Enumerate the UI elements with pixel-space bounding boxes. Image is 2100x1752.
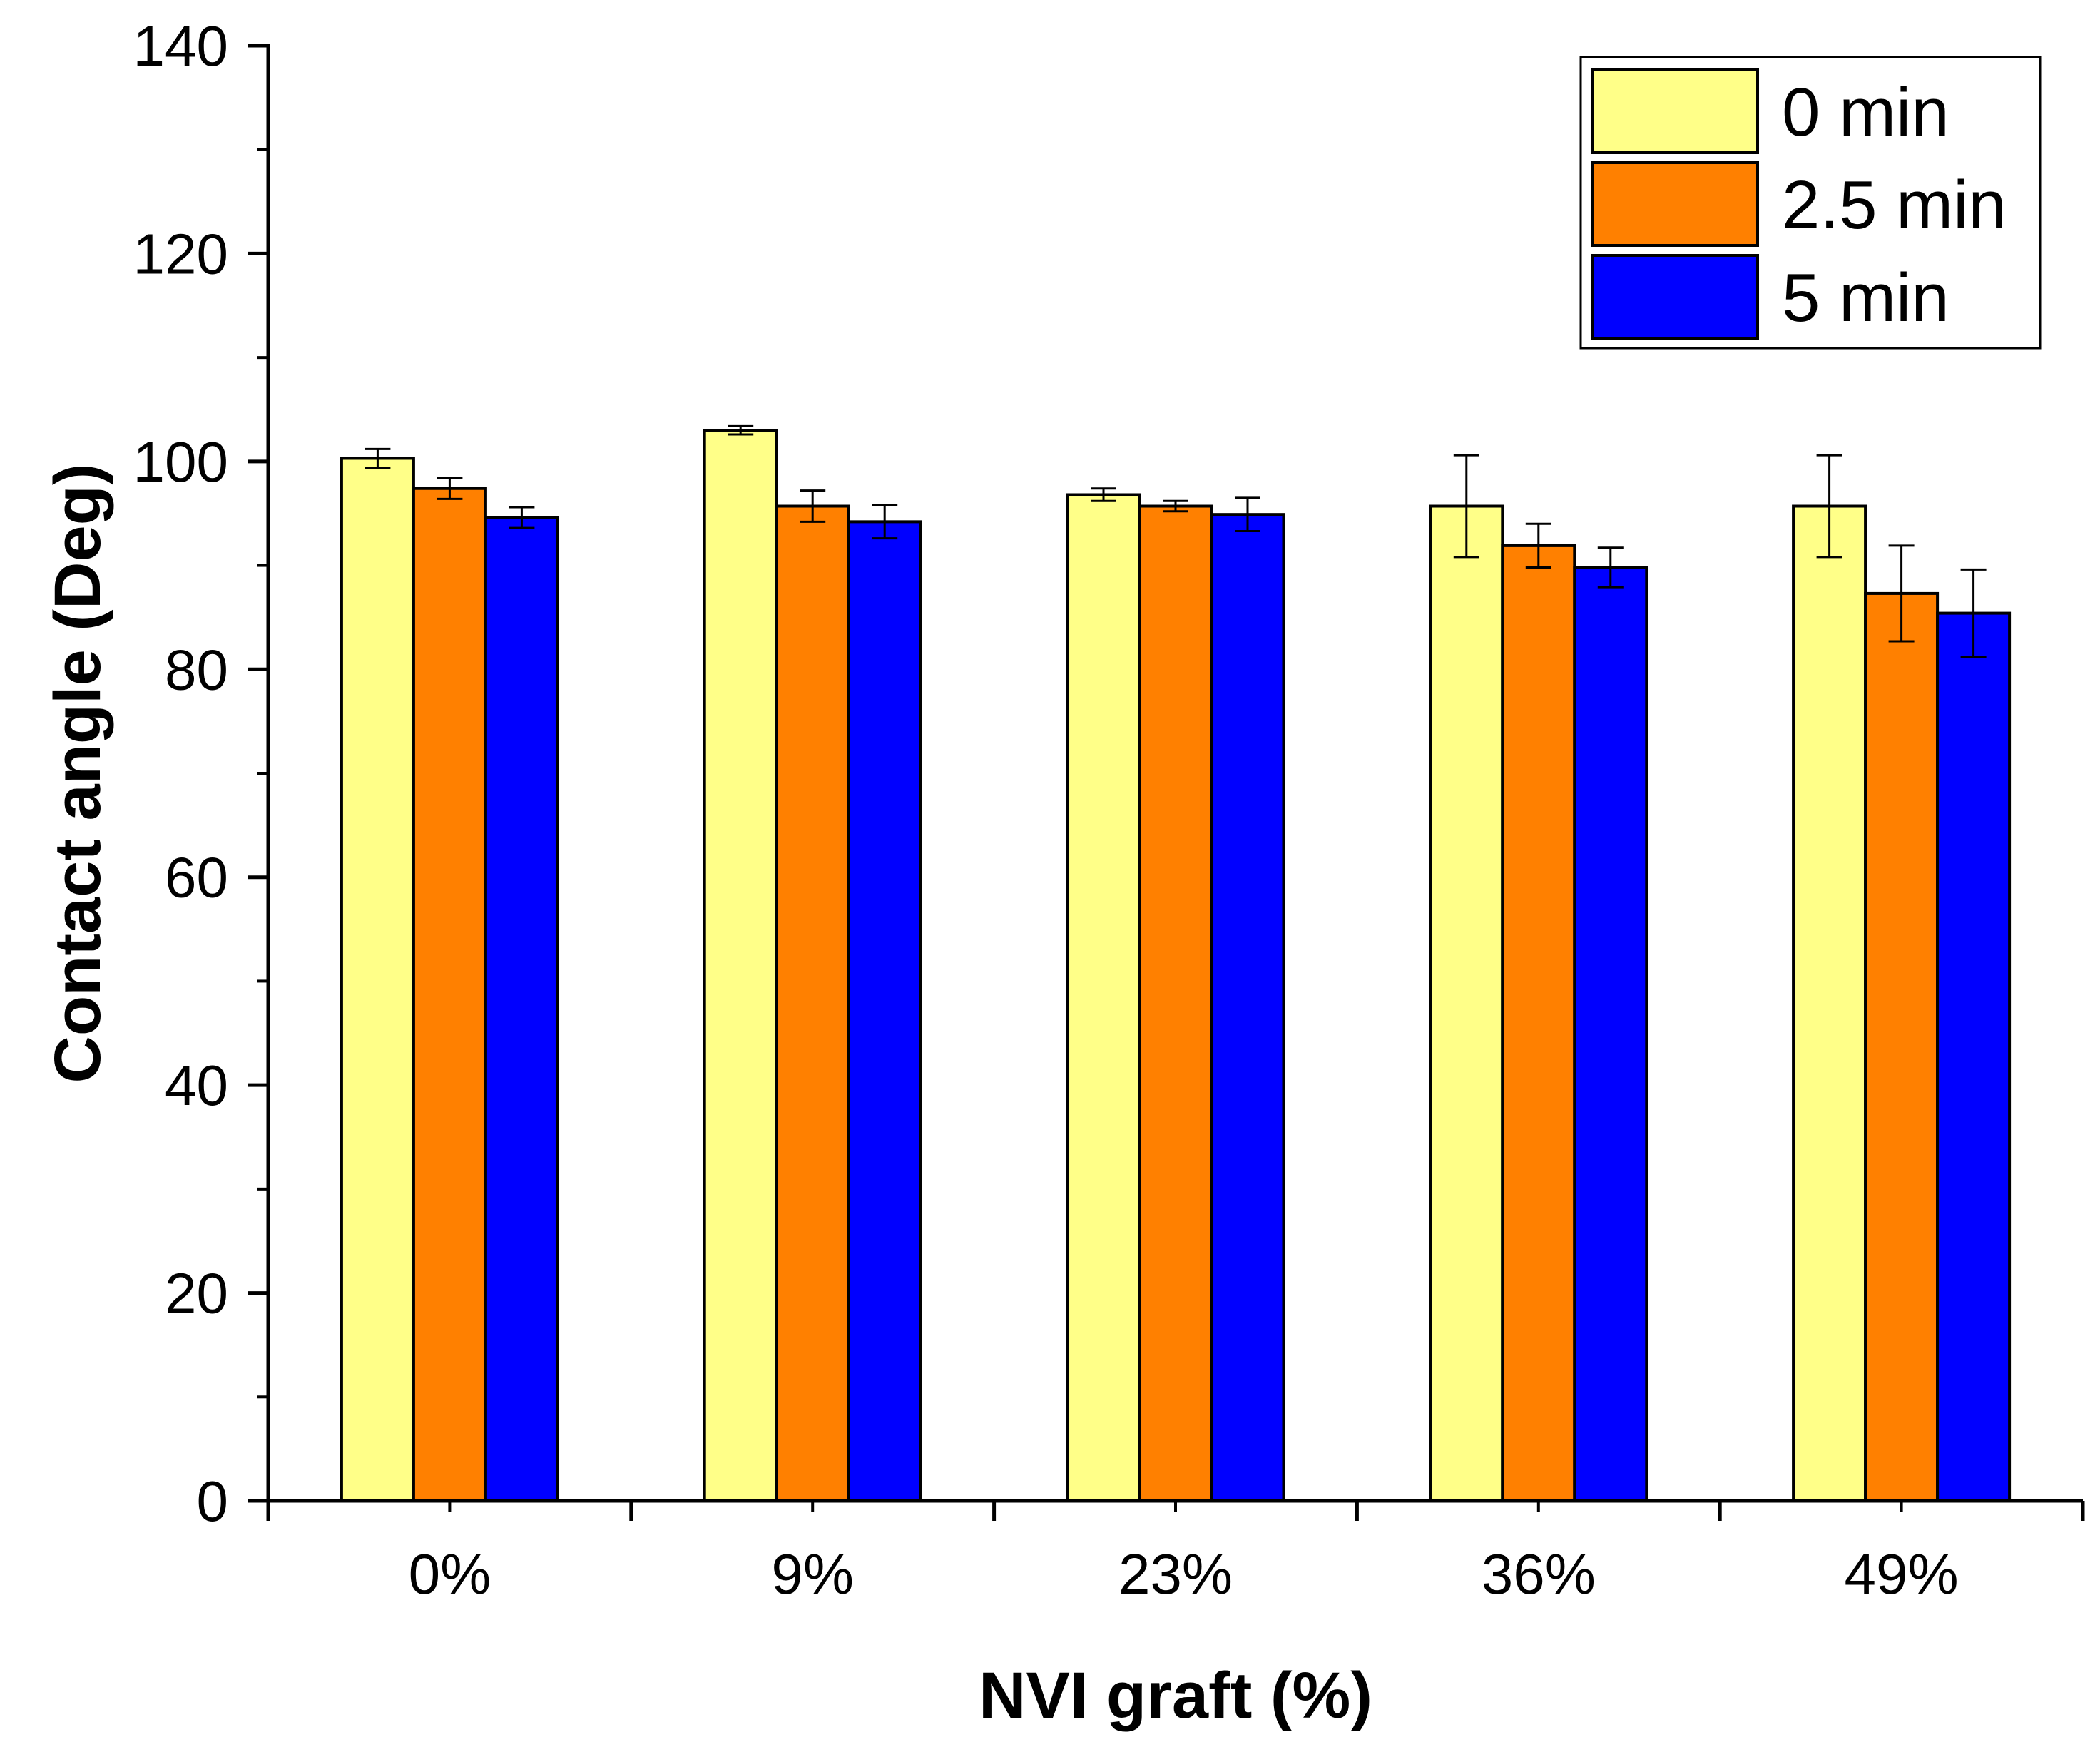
x-tick-label: 0% xyxy=(409,1542,491,1606)
bar-5-min-9pct xyxy=(847,520,922,1502)
y-tick-label: 20 xyxy=(165,1262,228,1325)
bar-2.5-min-36pct xyxy=(1501,544,1576,1502)
error-bar-2.5-min-9pct xyxy=(800,489,826,523)
bar-2.5-min-49pct xyxy=(1864,591,1940,1502)
error-bar-0-min-23pct xyxy=(1091,487,1116,502)
x-axis-title: NVI graft (%) xyxy=(979,1659,1372,1732)
error-bars-layer xyxy=(365,424,1987,658)
bar-5-min-49pct xyxy=(1936,611,2012,1502)
bar-5-min-23pct xyxy=(1210,513,1285,1503)
y-tick-label: 40 xyxy=(165,1054,228,1117)
bar-0-min-49pct xyxy=(1792,504,1867,1502)
error-bar-5-min-36pct xyxy=(1597,546,1624,589)
x-tick-label: 49% xyxy=(1845,1542,1959,1606)
legend-label-5-min: 5 min xyxy=(1782,260,1949,336)
error-bar-2.5-min-0pct xyxy=(437,477,463,500)
x-tick-label: 23% xyxy=(1118,1542,1233,1606)
tick-labels-layer: 0 20 40 60 80 100 120 140 0% 9% 23% 36% 49% xyxy=(133,14,1959,1606)
legend-label-2.5-min: 2.5 min xyxy=(1782,167,2007,243)
bar-0-min-36pct xyxy=(1429,504,1504,1502)
bar-0-min-9pct xyxy=(703,429,778,1503)
axes-layer xyxy=(248,44,2085,1521)
bar-0-min-23pct xyxy=(1066,493,1141,1502)
legend-swatch-0-min xyxy=(1591,68,1759,154)
y-tick-label: 100 xyxy=(133,430,228,494)
y-axis-title: Contact angle (Deg) xyxy=(41,464,114,1084)
error-bar-5-min-49pct xyxy=(1960,568,1987,658)
error-bar-0-min-36pct xyxy=(1453,454,1479,559)
y-tick-label: 120 xyxy=(133,222,228,285)
error-bar-5-min-9pct xyxy=(872,504,898,540)
y-tick-label: 0 xyxy=(197,1470,229,1533)
legend-swatch-5-min xyxy=(1591,254,1759,340)
error-bar-2.5-min-36pct xyxy=(1525,522,1551,569)
error-bar-0-min-9pct xyxy=(728,424,754,436)
bar-5-min-36pct xyxy=(1573,566,1648,1502)
error-bar-5-min-23pct xyxy=(1235,496,1260,532)
error-bar-2.5-min-23pct xyxy=(1163,499,1188,513)
x-tick-label: 9% xyxy=(771,1542,854,1606)
bar-5-min-0pct xyxy=(484,516,559,1502)
legend-label-0-min: 0 min xyxy=(1782,74,1949,151)
y-tick-label: 60 xyxy=(165,846,228,910)
bar-0-min-0pct xyxy=(340,457,415,1502)
bars-layer xyxy=(340,429,2012,1503)
bar-2.5-min-0pct xyxy=(412,487,487,1503)
bar-2.5-min-9pct xyxy=(775,504,850,1502)
bar-2.5-min-23pct xyxy=(1138,504,1213,1502)
error-bar-2.5-min-49pct xyxy=(1888,544,1915,643)
legend: 0 min 2.5 min 5 min xyxy=(1579,56,2042,350)
y-tick-label: 80 xyxy=(165,638,228,701)
error-bar-0-min-49pct xyxy=(1816,454,1842,559)
error-bar-0-min-0pct xyxy=(365,447,391,469)
x-tick-label: 36% xyxy=(1482,1542,1596,1606)
y-tick-label: 140 xyxy=(133,14,228,78)
legend-swatch-2.5-min xyxy=(1591,161,1759,247)
error-bar-5-min-0pct xyxy=(509,506,535,529)
